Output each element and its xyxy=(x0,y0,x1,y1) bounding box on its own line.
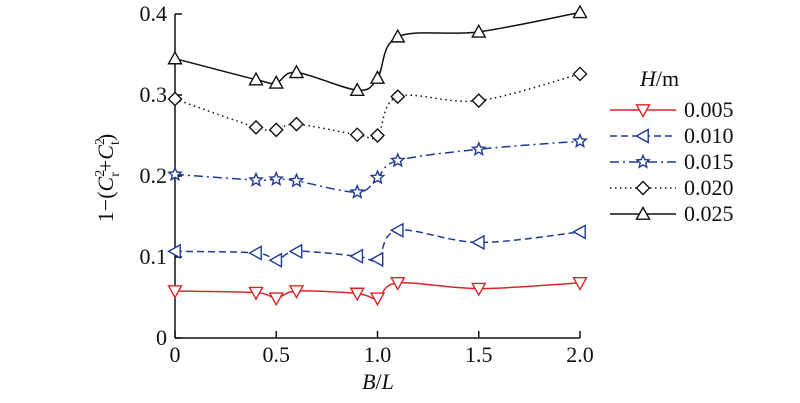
data-point xyxy=(268,170,285,186)
data-point xyxy=(167,285,183,299)
data-point xyxy=(390,277,406,291)
data-point xyxy=(470,140,487,157)
legend-marker xyxy=(635,128,649,144)
series-0.010 xyxy=(167,222,586,268)
legend-marker xyxy=(635,153,651,169)
y-tick-label: 0.2 xyxy=(140,163,168,188)
data-point xyxy=(390,89,406,105)
data-point xyxy=(288,172,305,188)
legend-label: 0.015 xyxy=(684,149,734,174)
data-point xyxy=(369,292,386,307)
legend-marker xyxy=(635,206,651,220)
data-point xyxy=(288,64,305,79)
data-point xyxy=(248,286,264,301)
plot-area xyxy=(167,4,588,307)
data-point xyxy=(167,50,183,65)
x-tick-label: 0 xyxy=(170,342,181,367)
legend-marker xyxy=(635,104,651,118)
data-point xyxy=(349,82,365,97)
y-tick-label: 0.1 xyxy=(140,244,168,269)
data-point xyxy=(572,4,588,19)
data-point xyxy=(369,251,384,268)
data-point xyxy=(572,132,588,148)
data-point xyxy=(471,282,487,297)
data-point xyxy=(248,71,264,86)
legend-label: 0.020 xyxy=(684,175,734,200)
data-point xyxy=(572,277,588,291)
data-point xyxy=(349,183,366,199)
legend-title: H/m xyxy=(639,66,679,91)
data-point xyxy=(471,23,487,38)
data-point xyxy=(369,169,386,185)
x-tick-label: 1.0 xyxy=(364,342,392,367)
y-tick-label: 0 xyxy=(156,325,167,350)
data-point xyxy=(248,119,264,135)
y-tick-label: 0.4 xyxy=(140,1,168,26)
series-0.020 xyxy=(167,66,588,143)
series-0.025 xyxy=(167,4,588,97)
data-point xyxy=(248,245,262,261)
data-point xyxy=(349,287,365,302)
data-point xyxy=(572,224,586,240)
data-point xyxy=(268,122,284,138)
data-point xyxy=(349,248,364,264)
legend-label: 0.025 xyxy=(684,201,734,226)
data-point xyxy=(268,252,283,268)
data-point xyxy=(167,166,183,182)
data-point xyxy=(369,70,386,84)
data-point xyxy=(471,93,487,109)
series-0.015 xyxy=(167,132,588,199)
data-point xyxy=(288,243,303,260)
data-point xyxy=(389,222,404,238)
data-point xyxy=(288,285,305,299)
y-tick-label: 0.3 xyxy=(140,82,168,107)
data-point xyxy=(289,116,304,132)
data-point xyxy=(248,171,264,187)
legend-label: 0.005 xyxy=(684,97,734,122)
x-ticks: 0 0.5 1.0 1.5 2.0 xyxy=(170,331,594,367)
y-ticks: 0 0.1 0.2 0.3 0.4 xyxy=(140,1,182,350)
series-0.005 xyxy=(167,277,588,307)
y-axis-label: 1−(C2r+C2t) xyxy=(93,134,123,222)
data-point xyxy=(389,152,406,168)
data-point xyxy=(370,128,385,143)
x-tick-label: 0.5 xyxy=(263,342,291,367)
data-point xyxy=(470,234,485,251)
x-tick-label: 2.0 xyxy=(566,342,594,367)
x-axis-label: B/L xyxy=(362,369,394,394)
data-point xyxy=(572,66,588,82)
data-point xyxy=(268,292,284,307)
data-point xyxy=(167,243,181,260)
data-point xyxy=(390,28,406,43)
legend-marker xyxy=(635,180,651,196)
x-tick-label: 1.5 xyxy=(465,342,493,367)
data-point xyxy=(167,91,183,107)
legend-label: 0.010 xyxy=(684,123,734,148)
data-point xyxy=(268,74,284,89)
data-point xyxy=(349,127,365,143)
series-line xyxy=(174,140,581,193)
